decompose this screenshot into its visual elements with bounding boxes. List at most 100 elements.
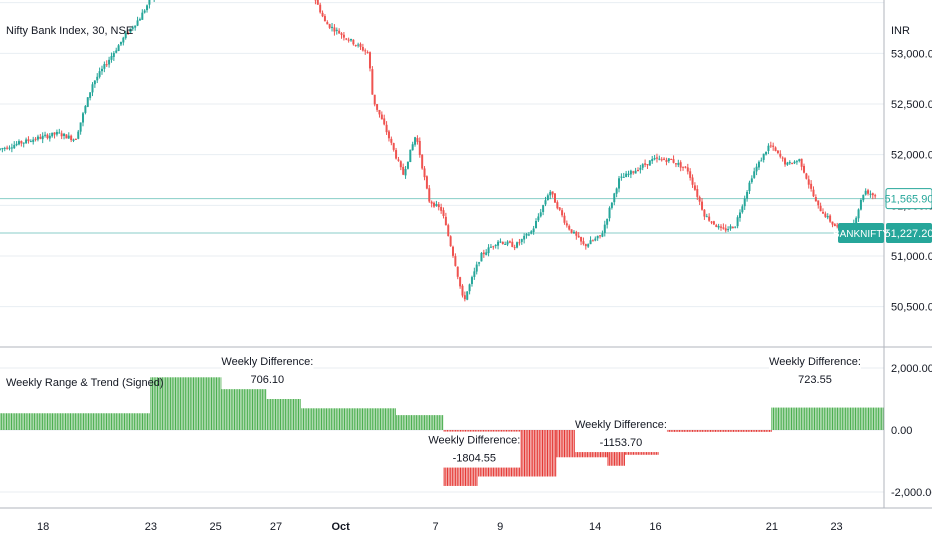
candle-body[interactable]: [705, 216, 708, 218]
candle-body[interactable]: [392, 143, 395, 150]
candle-body[interactable]: [368, 52, 371, 69]
candle-body[interactable]: [812, 189, 815, 197]
candle-body[interactable]: [693, 185, 696, 190]
candle-body[interactable]: [82, 113, 85, 123]
candle-body[interactable]: [46, 134, 49, 139]
candle-body[interactable]: [618, 178, 621, 189]
candle-body[interactable]: [454, 256, 457, 266]
candle-body[interactable]: [112, 52, 115, 57]
candle-body[interactable]: [601, 233, 604, 237]
candle-body[interactable]: [765, 151, 768, 155]
candle-body[interactable]: [110, 56, 113, 60]
candle-body[interactable]: [3, 147, 6, 149]
candle-body[interactable]: [807, 179, 810, 185]
candle-body[interactable]: [482, 252, 485, 255]
candle-body[interactable]: [41, 135, 44, 140]
candle-body[interactable]: [15, 143, 18, 146]
candle-body[interactable]: [466, 291, 469, 300]
candle-body[interactable]: [437, 204, 440, 208]
candle-body[interactable]: [793, 161, 796, 164]
candle-body[interactable]: [762, 153, 765, 160]
candle-body[interactable]: [532, 228, 535, 232]
candle-body[interactable]: [757, 161, 760, 168]
candle-body[interactable]: [489, 246, 492, 248]
candle-body[interactable]: [833, 224, 836, 227]
candle-body[interactable]: [416, 138, 419, 142]
candle-body[interactable]: [129, 28, 132, 33]
candle-body[interactable]: [679, 162, 682, 168]
candle-body[interactable]: [51, 132, 54, 137]
candle-body[interactable]: [511, 241, 514, 247]
candle-body[interactable]: [831, 221, 834, 225]
candle-body[interactable]: [470, 277, 473, 284]
candle-body[interactable]: [867, 190, 870, 194]
candle-body[interactable]: [653, 157, 656, 160]
candle-body[interactable]: [715, 225, 718, 227]
candle-body[interactable]: [731, 226, 734, 229]
candle-body[interactable]: [663, 158, 666, 160]
candle-body[interactable]: [430, 201, 433, 204]
candle-body[interactable]: [738, 212, 741, 218]
candle-body[interactable]: [829, 215, 832, 222]
candle-body[interactable]: [122, 37, 125, 43]
candle-body[interactable]: [772, 145, 775, 147]
candle-body[interactable]: [542, 205, 545, 212]
candle-body[interactable]: [537, 216, 540, 221]
candle-body[interactable]: [710, 221, 713, 223]
candle-body[interactable]: [357, 44, 360, 46]
candle-body[interactable]: [39, 136, 42, 139]
candle-body[interactable]: [814, 197, 817, 202]
candle-body[interactable]: [380, 114, 383, 120]
candle-body[interactable]: [463, 295, 466, 300]
candle-body[interactable]: [719, 226, 722, 228]
candle-body[interactable]: [788, 161, 791, 164]
candle-body[interactable]: [96, 76, 99, 81]
candle-body[interactable]: [103, 64, 106, 69]
candle-body[interactable]: [497, 241, 500, 246]
candle-body[interactable]: [516, 242, 519, 248]
candle-body[interactable]: [776, 150, 779, 153]
candle-body[interactable]: [620, 176, 623, 178]
candle-body[interactable]: [359, 43, 362, 47]
candle-body[interactable]: [354, 45, 357, 47]
candle-body[interactable]: [447, 225, 450, 237]
candle-body[interactable]: [414, 137, 417, 145]
candle-body[interactable]: [691, 177, 694, 185]
candle-body[interactable]: [556, 202, 559, 209]
candle-body[interactable]: [760, 160, 763, 162]
candle-body[interactable]: [613, 193, 616, 203]
candle-body[interactable]: [79, 122, 82, 132]
candle-body[interactable]: [373, 94, 376, 105]
candle-body[interactable]: [433, 202, 436, 207]
candle-body[interactable]: [667, 158, 670, 162]
candle-body[interactable]: [819, 205, 822, 212]
candle-body[interactable]: [89, 92, 92, 98]
candle-body[interactable]: [8, 147, 11, 149]
candle-body[interactable]: [63, 133, 66, 136]
candle-body[interactable]: [485, 252, 488, 255]
candle-body[interactable]: [506, 241, 509, 245]
candle-body[interactable]: [743, 198, 746, 207]
candle-body[interactable]: [100, 68, 103, 72]
candle-body[interactable]: [677, 163, 680, 165]
candle-body[interactable]: [0, 148, 1, 150]
candle-body[interactable]: [594, 238, 597, 241]
candle-body[interactable]: [17, 141, 20, 145]
candle-body[interactable]: [712, 221, 715, 225]
candle-body[interactable]: [418, 140, 421, 156]
candle-body[interactable]: [444, 216, 447, 226]
candle-body[interactable]: [442, 210, 445, 217]
candle-body[interactable]: [750, 178, 753, 183]
candle-body[interactable]: [682, 166, 685, 168]
candle-body[interactable]: [456, 266, 459, 277]
candle-body[interactable]: [520, 239, 523, 242]
candle-body[interactable]: [608, 207, 611, 219]
candle-body[interactable]: [492, 246, 495, 248]
candle-body[interactable]: [6, 147, 9, 149]
candle-body[interactable]: [748, 182, 751, 192]
candle-body[interactable]: [651, 159, 654, 162]
candle-body[interactable]: [746, 191, 749, 199]
candle-body[interactable]: [708, 216, 711, 221]
candle-body[interactable]: [646, 164, 649, 166]
candle-body[interactable]: [440, 206, 443, 211]
